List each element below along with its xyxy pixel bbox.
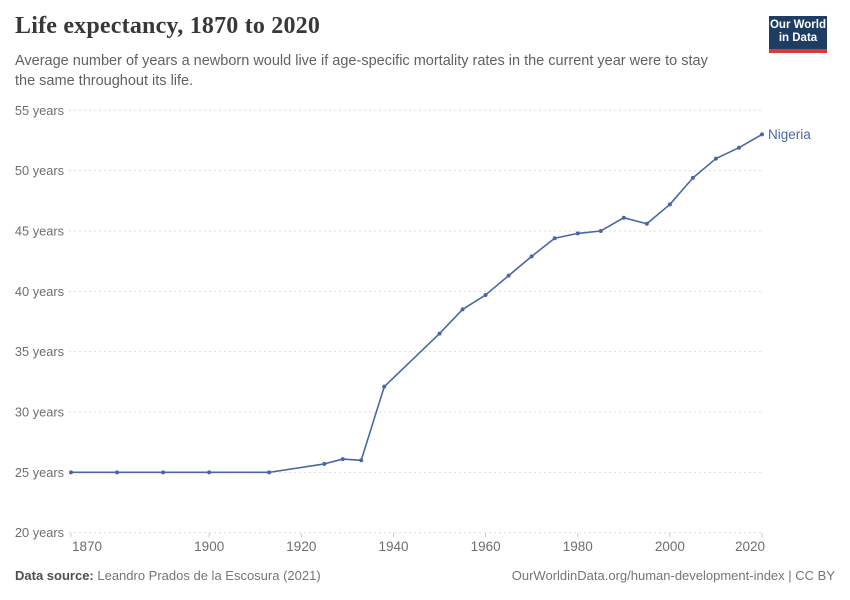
y-axis-tick-label: 50 years xyxy=(15,163,64,178)
x-axis-tick-label: 1870 xyxy=(72,539,102,554)
data-point[interactable] xyxy=(529,254,534,259)
data-point[interactable] xyxy=(382,384,387,389)
data-point[interactable] xyxy=(322,461,327,466)
x-axis-tick-label: 1920 xyxy=(286,539,316,554)
y-axis-tick-label: 55 years xyxy=(15,103,64,118)
data-point[interactable] xyxy=(460,307,465,312)
data-point[interactable] xyxy=(115,470,120,475)
data-point[interactable] xyxy=(359,458,364,463)
y-axis-tick-label: 25 years xyxy=(15,465,64,480)
data-point[interactable] xyxy=(667,202,672,207)
data-point[interactable] xyxy=(267,470,272,475)
data-point[interactable] xyxy=(598,228,603,233)
data-source: Data source: Leandro Prados de la Escosu… xyxy=(15,568,321,583)
owid-logo-line2: in Data xyxy=(778,32,818,44)
owid-logo[interactable]: Our World in Data xyxy=(769,16,827,53)
credit-link[interactable]: OurWorldinData.org/human-development-ind… xyxy=(511,568,835,583)
data-point[interactable] xyxy=(621,215,626,220)
data-point[interactable] xyxy=(644,221,649,226)
y-axis-tick-label: 45 years xyxy=(15,223,64,238)
y-axis-tick-label: 30 years xyxy=(15,405,64,420)
page-subtitle: Average number of years a newborn would … xyxy=(15,51,708,91)
y-axis-tick-label: 35 years xyxy=(15,344,64,359)
series-line[interactable] xyxy=(71,133,763,474)
owid-logo-line1: Our World xyxy=(769,19,826,31)
data-point[interactable] xyxy=(207,470,212,475)
data-point[interactable] xyxy=(713,156,718,161)
x-axis-tick-label: 1980 xyxy=(563,539,593,554)
page-title: Life expectancy, 1870 to 2020 xyxy=(15,13,321,39)
subtitle-line-2: the same throughout its life. xyxy=(15,73,194,89)
data-point[interactable] xyxy=(760,132,764,137)
data-point[interactable] xyxy=(437,331,442,336)
x-axis-tick-label: 1960 xyxy=(471,539,501,554)
data-source-label: Data source: xyxy=(15,568,94,583)
data-point[interactable] xyxy=(506,273,511,278)
x-axis-tick-label: 1900 xyxy=(194,539,224,554)
data-point[interactable] xyxy=(161,470,166,475)
data-point[interactable] xyxy=(552,236,557,241)
data-point[interactable] xyxy=(340,457,345,462)
series-label[interactable]: Nigeria xyxy=(768,127,811,142)
x-axis-tick-label: 2020 xyxy=(735,539,765,554)
data-point[interactable] xyxy=(69,470,73,475)
y-axis-tick-label: 20 years xyxy=(15,525,64,540)
subtitle-line-1: Average number of years a newborn would … xyxy=(15,53,708,69)
data-point[interactable] xyxy=(575,231,580,236)
x-axis-tick-label: 2000 xyxy=(655,539,685,554)
x-axis-tick-label: 1940 xyxy=(378,539,408,554)
data-source-text: Leandro Prados de la Escosura (2021) xyxy=(93,568,321,583)
data-point[interactable] xyxy=(690,175,695,180)
data-point[interactable] xyxy=(483,292,488,297)
y-axis-tick-label: 40 years xyxy=(15,284,64,299)
data-point[interactable] xyxy=(736,145,741,150)
